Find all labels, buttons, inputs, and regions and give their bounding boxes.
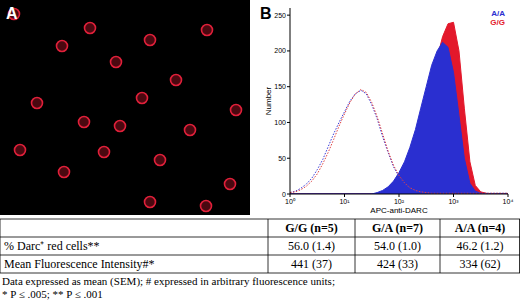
legend-entry: A/A: [491, 9, 505, 18]
x-tick: [508, 194, 509, 197]
x-tick: [290, 194, 291, 197]
red-cell: [32, 98, 43, 109]
table-rule: [355, 219, 356, 273]
x-tick: [399, 194, 400, 197]
x-tick-label: 10⁰: [285, 198, 296, 205]
red-cell: [137, 93, 148, 104]
table-rule: [440, 219, 441, 273]
plot-data: [290, 22, 508, 194]
table-header: A/A (n=4): [455, 221, 506, 235]
footnote: Data expressed as mean (SEM); # expresse…: [2, 275, 335, 288]
table-header: G/A (n=7): [372, 221, 423, 235]
table-cell: 54.0 (1.0): [374, 239, 421, 253]
row-label: Mean Fluorescence Intensity#*: [4, 257, 155, 271]
panel-label: B: [260, 5, 272, 22]
footnote: * P ≤ .005; ** P ≤ .001: [2, 288, 103, 300]
table-header: G/G (n=5): [285, 221, 338, 235]
panel-a: A: [0, 0, 250, 215]
y-tick-label: 100: [274, 119, 286, 126]
histogram-area: [290, 22, 508, 194]
red-cell: [202, 25, 213, 36]
histogram-area: [290, 42, 508, 194]
row-label: % Darc⁺ red cells**: [4, 239, 100, 253]
table-rule: [0, 219, 520, 220]
y-axis: [290, 8, 291, 194]
table-rule: [0, 219, 1, 273]
notes: Data expressed as mean (SEM); # expresse…: [2, 275, 335, 300]
x-tick: [344, 194, 345, 197]
table-rule: [0, 237, 520, 238]
red-cell: [145, 197, 156, 208]
figure: A B 0 50 100 150 200 250 10⁰ 10¹ 10² 10³ 10⁴ APC-anti…: [0, 0, 520, 305]
red-cell: [15, 145, 26, 156]
red-cell: [111, 57, 122, 68]
red-cell: [99, 147, 110, 158]
y-tick-label: 200: [274, 47, 286, 54]
table-cell: 441 (37): [291, 257, 332, 271]
red-cell: [155, 155, 166, 166]
table-cell: 46.2 (1.2): [457, 239, 504, 253]
y-tick-label: 150: [274, 83, 286, 90]
x-tick-label: 10⁴: [503, 198, 514, 205]
legend-entry: G/G: [490, 18, 505, 27]
y-tick: [287, 15, 290, 16]
histogram-line: [290, 90, 508, 193]
red-cell: [85, 23, 96, 34]
page: A B 0 50 100 150 200 250 10⁰ 10¹ 10² 10³ 10⁴ APC-anti…: [0, 0, 520, 305]
x-tick-label: 10¹: [339, 198, 350, 205]
panel-label: A: [6, 5, 18, 22]
table: G/G (n=5) G/A (n=7) A/A (n=4) % Darc⁺ red c…: [0, 219, 520, 273]
table-rule: [0, 273, 520, 274]
histogram-line: [290, 90, 508, 194]
y-axis-label: Number: [264, 86, 273, 115]
y-tick-label: 50: [278, 155, 286, 162]
red-cell: [225, 179, 236, 190]
table-cell: 56.0 (1.4): [288, 239, 335, 253]
y-tick: [287, 158, 290, 159]
red-cell: [145, 35, 156, 46]
y-tick: [287, 86, 290, 87]
x-tick: [453, 194, 454, 197]
micrograph: [0, 0, 250, 215]
table-cell: 334 (62): [460, 257, 501, 271]
legend: A/AG/G: [490, 9, 505, 27]
red-cell: [79, 117, 90, 128]
red-cell: [59, 167, 70, 178]
red-cell: [115, 121, 126, 132]
x-tick-label: 10³: [448, 198, 459, 205]
table-rule: [268, 219, 269, 273]
panel-b: B 0 50 100 150 200 250 10⁰ 10¹ 10² 10³ 10⁴ APC-anti-…: [260, 5, 513, 215]
y-tick: [287, 122, 290, 123]
y-tick-label: 0: [282, 191, 286, 198]
x-tick-label: 10²: [394, 198, 405, 205]
y-tick: [287, 50, 290, 51]
table-cell: 424 (33): [377, 257, 418, 271]
red-cell: [185, 125, 196, 136]
table-rule: [519, 219, 520, 273]
red-cell: [171, 75, 182, 86]
y-tick-label: 250: [274, 12, 286, 19]
red-cell: [57, 41, 68, 52]
table-rule: [0, 255, 520, 256]
red-cell: [231, 105, 242, 116]
x-axis-label: APC-anti-DARC: [370, 206, 428, 215]
red-cell: [201, 201, 212, 212]
